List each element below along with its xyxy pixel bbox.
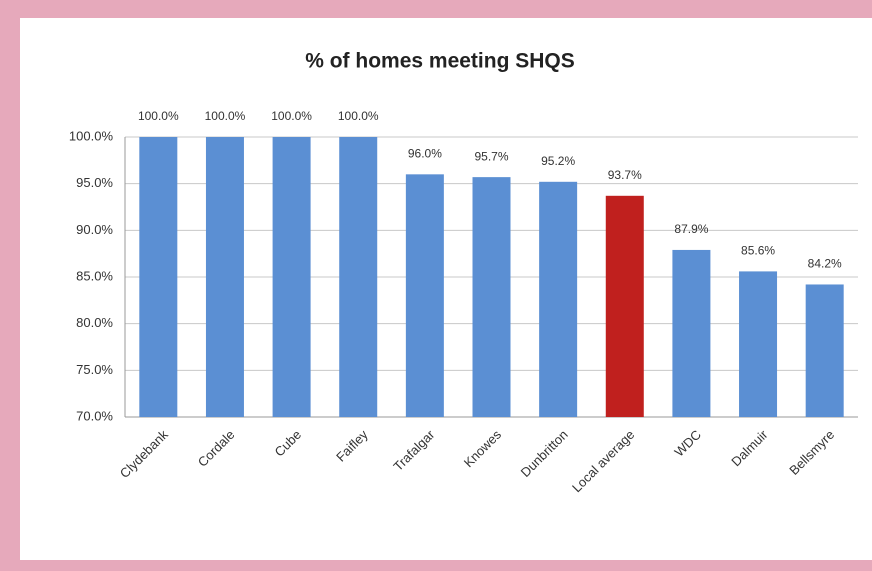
data-label: 100.0% <box>205 109 246 123</box>
bar <box>405 174 444 417</box>
data-label: 96.0% <box>408 147 442 161</box>
y-tick-label: 95.0% <box>76 175 113 190</box>
data-label: 84.2% <box>808 257 842 271</box>
y-tick-label: 90.0% <box>76 222 113 237</box>
bar <box>605 195 644 417</box>
bar <box>139 137 178 417</box>
bar <box>739 271 778 417</box>
y-tick-label: 70.0% <box>76 408 113 423</box>
bar <box>539 181 578 417</box>
chart-title: % of homes meeting SHQS <box>305 50 575 73</box>
data-label: 85.6% <box>741 244 775 258</box>
data-label: 100.0% <box>338 109 379 123</box>
data-label: 93.7% <box>608 168 642 182</box>
bar <box>339 137 378 417</box>
bar <box>205 137 244 417</box>
data-label: 95.2% <box>541 154 575 168</box>
data-label: 87.9% <box>674 222 708 236</box>
y-tick-label: 75.0% <box>76 362 113 377</box>
bar <box>672 249 711 417</box>
bar <box>272 137 311 417</box>
data-label: 100.0% <box>138 109 179 123</box>
y-tick-label: 85.0% <box>76 268 113 283</box>
data-label: 95.7% <box>474 149 508 163</box>
bar <box>805 284 844 417</box>
bar <box>472 177 511 417</box>
y-tick-label: 100.0% <box>69 128 114 143</box>
data-label: 100.0% <box>271 109 312 123</box>
y-tick-label: 80.0% <box>76 315 113 330</box>
